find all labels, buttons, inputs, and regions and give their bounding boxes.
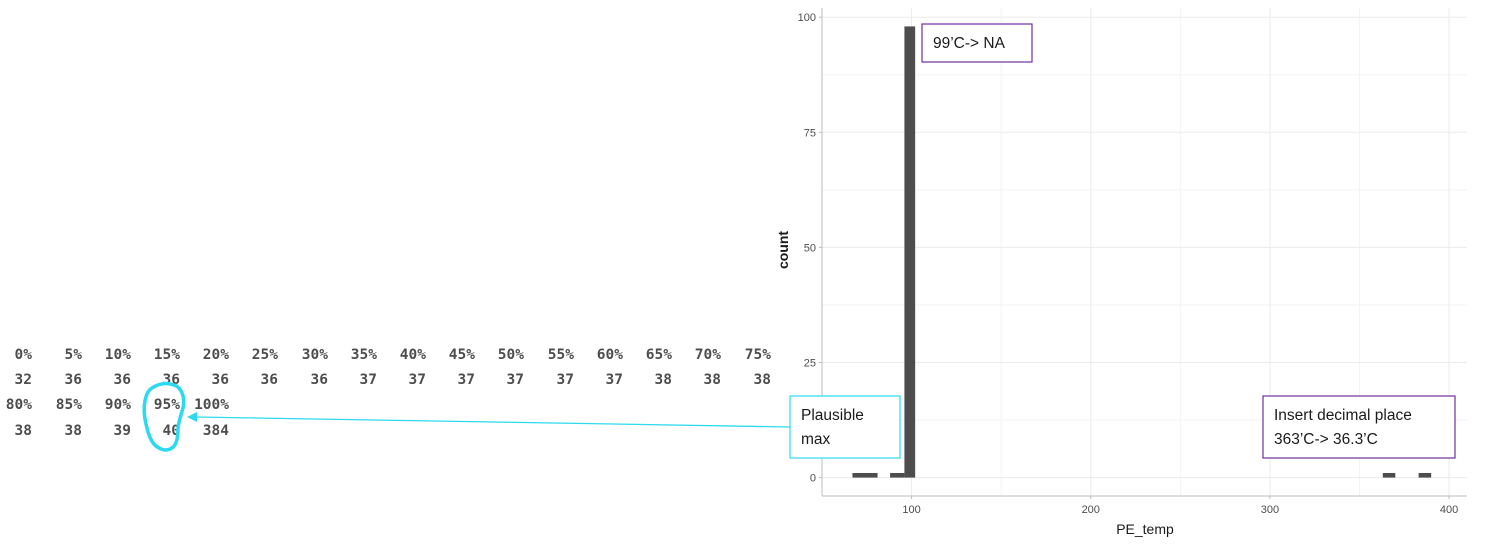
quantile-label: 95% [154,397,180,413]
quantile-label: 80% [6,397,32,413]
quantile-value: 37 [458,372,475,388]
quantile-row-2-values: 38 38 39 40 384 [15,423,230,439]
histogram-bar [852,472,878,478]
quantile-label: 65% [646,347,672,363]
quantile-label: 20% [203,347,229,363]
pointer-arrow [187,412,791,428]
x-axis: 100 200 300 400 [822,495,1467,516]
histogram-bar [890,472,905,478]
quantile-label: 50% [498,347,524,363]
quantile-value: 39 [114,423,131,439]
annotation-na-text: 99’C-> NA [933,35,1006,52]
y-tick-label: 25 [804,357,816,369]
histogram-bar [1382,472,1396,478]
y-tick-label: 0 [810,473,816,485]
quantile-value: 38 [704,372,721,388]
quantile-label: 10% [105,347,131,363]
quantile-value: 38 [15,423,32,439]
quantile-label: 40% [400,347,426,363]
quantile-label: 100% [194,397,229,413]
quantile-label: 0% [15,347,33,363]
quantile-label: 15% [154,347,180,363]
x-tick-label: 300 [1261,504,1279,516]
quantile-value: 37 [507,372,524,388]
y-tick-label: 75 [804,127,816,139]
quantile-label: 45% [449,347,475,363]
annotation-decimal-line2: 363’C-> 36.3’C [1274,431,1378,448]
y-tick-label: 50 [804,242,816,254]
quantile-row-2-labels: 80% 85% 90% 95% 100% [6,397,229,413]
annotation-plausible-line2: max [801,431,831,448]
annotation-plausible-box [789,395,901,459]
quantile-label: 90% [105,397,131,413]
quantile-value: 32 [15,372,32,388]
x-tick-label: 100 [902,504,920,516]
annotation-plausible-line1: Plausible [801,407,864,424]
quantile-value: 37 [360,372,377,388]
quantile-value: 36 [261,372,278,388]
quantile-label: 75% [745,347,771,363]
histogram-bar [904,26,916,478]
quantile-value: 37 [606,372,623,388]
quantile-label: 85% [56,397,82,413]
histogram-bars [852,26,1432,478]
quantile-value: 40 [163,423,180,439]
quantile-label: 70% [695,347,721,363]
quantile-label: 25% [252,347,278,363]
quantile-table: 0% 5% 10% 15% 20% 25% 30% 35% 40% 45% 50… [6,347,772,452]
highlight-circle [142,381,186,452]
grid [822,8,1467,496]
quantile-label: 35% [351,347,377,363]
quantile-value: 384 [203,423,229,439]
quantile-value: 37 [409,372,426,388]
annotation-decimal-box [1262,395,1456,459]
quantile-label: 5% [65,347,83,363]
y-tick-label: 100 [798,12,816,24]
annotation-na-box [921,23,1033,63]
quantile-value: 38 [655,372,672,388]
quantile-value: 36 [212,372,229,388]
annotation-decimal: Insert decimal place 363’C-> 36.3’C [1262,395,1456,459]
x-tick-label: 200 [1082,504,1100,516]
quantile-value: 36 [65,372,82,388]
quantile-label: 60% [597,347,623,363]
quantile-label: 55% [548,347,574,363]
quantile-label: 30% [302,347,328,363]
quantile-value: 36 [114,372,131,388]
quantile-value: 36 [311,372,328,388]
histogram-bar [1418,472,1432,478]
annotation-na: 99’C-> NA [921,23,1033,63]
quantile-value: 38 [754,372,771,388]
annotation-plausible-max: Plausible max [789,395,901,459]
quantile-row-1-labels: 0% 5% 10% 15% 20% 25% 30% 35% 40% 45% 50… [15,347,772,363]
quantile-row-1-values: 32 36 36 36 36 36 36 37 37 37 37 37 37 3… [15,372,771,388]
quantile-value: 38 [65,423,82,439]
quantile-value: 37 [557,372,574,388]
arrow-head-icon [187,412,197,422]
arrow-line [195,416,791,428]
x-axis-title: PE_temp [1116,521,1174,537]
y-axis-title: count [775,231,791,269]
annotation-decimal-line1: Insert decimal place [1274,407,1412,424]
x-tick-label: 400 [1440,504,1458,516]
